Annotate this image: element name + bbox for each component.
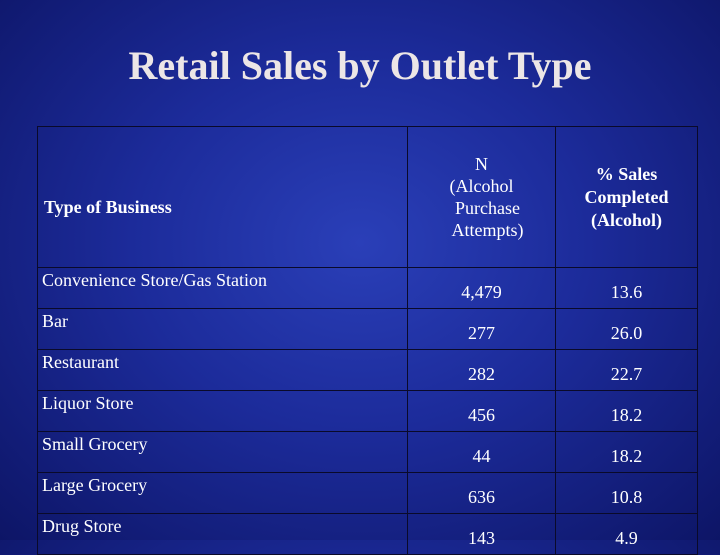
row-n: 636 [407, 472, 556, 514]
row-pct: 26.0 [555, 308, 698, 350]
row-pct: 10.8 [555, 472, 698, 514]
header-pct-line: % Sales [595, 163, 658, 184]
row-business: Bar [37, 308, 408, 350]
row-n: 282 [407, 349, 556, 391]
header-n-line: (Alcohol [449, 176, 514, 196]
header-type-of-business: Type of Business [37, 126, 408, 268]
row-pct: 18.2 [555, 390, 698, 432]
row-business: Restaurant [37, 349, 408, 391]
header-n-attempts: N (Alcohol Purchase Attempts) [407, 126, 556, 268]
table-row: Small Grocery 44 18.2 [37, 431, 698, 473]
header-pct-sales: % Sales Completed (Alcohol) [555, 126, 698, 268]
row-n: 143 [407, 513, 556, 555]
header-n-line: Purchase [455, 198, 520, 218]
table-row: Drug Store 143 4.9 [37, 513, 698, 555]
table-row: Restaurant 282 22.7 [37, 349, 698, 391]
header-n-line: Attempts) [451, 220, 524, 240]
row-n: 4,479 [407, 267, 556, 309]
slide-title: Retail Sales by Outlet Type [128, 43, 592, 88]
row-pct: 22.7 [555, 349, 698, 391]
row-n: 456 [407, 390, 556, 432]
row-pct: 13.6 [555, 267, 698, 309]
header-pct-line: Completed [584, 186, 669, 207]
table-row: Convenience Store/Gas Station 4,479 13.6 [37, 267, 698, 309]
row-business: Large Grocery [37, 472, 408, 514]
row-business: Liquor Store [37, 390, 408, 432]
row-n: 44 [407, 431, 556, 473]
table-row: Liquor Store 456 18.2 [37, 390, 698, 432]
row-business: Drug Store [37, 513, 408, 555]
table-header-row: Type of Business N (Alcohol Purchase Att… [37, 126, 698, 268]
row-n: 277 [407, 308, 556, 350]
row-business: Convenience Store/Gas Station [37, 267, 408, 309]
row-pct: 18.2 [555, 431, 698, 473]
header-pct-line: (Alcohol) [591, 209, 662, 230]
row-pct: 4.9 [555, 513, 698, 555]
header-n-line: N [475, 154, 488, 174]
sales-table: Type of Business N (Alcohol Purchase Att… [37, 126, 698, 555]
table-row: Large Grocery 636 10.8 [37, 472, 698, 514]
table-row: Bar 277 26.0 [37, 308, 698, 350]
row-business: Small Grocery [37, 431, 408, 473]
